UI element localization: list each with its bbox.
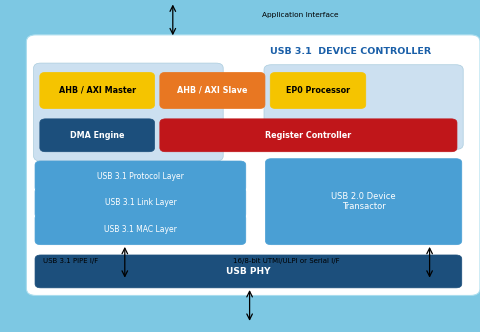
FancyBboxPatch shape bbox=[35, 255, 462, 288]
FancyBboxPatch shape bbox=[26, 35, 480, 295]
FancyBboxPatch shape bbox=[35, 188, 246, 218]
Text: AHB / AXI Master: AHB / AXI Master bbox=[59, 86, 136, 95]
Text: USB 3.1 MAC Layer: USB 3.1 MAC Layer bbox=[104, 225, 177, 234]
FancyBboxPatch shape bbox=[35, 214, 246, 245]
FancyBboxPatch shape bbox=[160, 119, 457, 152]
FancyBboxPatch shape bbox=[270, 72, 366, 109]
Text: USB 3.1  DEVICE CONTROLLER: USB 3.1 DEVICE CONTROLLER bbox=[270, 47, 431, 56]
FancyBboxPatch shape bbox=[264, 65, 463, 149]
Text: USB 2.0 Device
Transactor: USB 2.0 Device Transactor bbox=[331, 192, 396, 211]
Text: DMA Engine: DMA Engine bbox=[70, 131, 124, 140]
FancyBboxPatch shape bbox=[34, 63, 223, 161]
Text: AHB / AXI Slave: AHB / AXI Slave bbox=[177, 86, 248, 95]
Text: EP0 Processor: EP0 Processor bbox=[286, 86, 350, 95]
FancyBboxPatch shape bbox=[265, 159, 462, 245]
Text: USB PHY: USB PHY bbox=[226, 267, 271, 276]
FancyBboxPatch shape bbox=[35, 161, 246, 192]
Text: Register Controller: Register Controller bbox=[265, 131, 351, 140]
FancyBboxPatch shape bbox=[40, 119, 155, 152]
Text: Application Interface: Application Interface bbox=[262, 12, 338, 18]
Text: 16/8-bit UTMI/ULPI or Serial I/F: 16/8-bit UTMI/ULPI or Serial I/F bbox=[233, 258, 339, 264]
Text: USB 3.1 Link Layer: USB 3.1 Link Layer bbox=[105, 198, 176, 208]
FancyBboxPatch shape bbox=[40, 72, 155, 109]
Text: USB 3.1 PIPE I/F: USB 3.1 PIPE I/F bbox=[43, 258, 98, 264]
Text: USB 3.1 Protocol Layer: USB 3.1 Protocol Layer bbox=[97, 172, 184, 181]
FancyBboxPatch shape bbox=[160, 72, 265, 109]
